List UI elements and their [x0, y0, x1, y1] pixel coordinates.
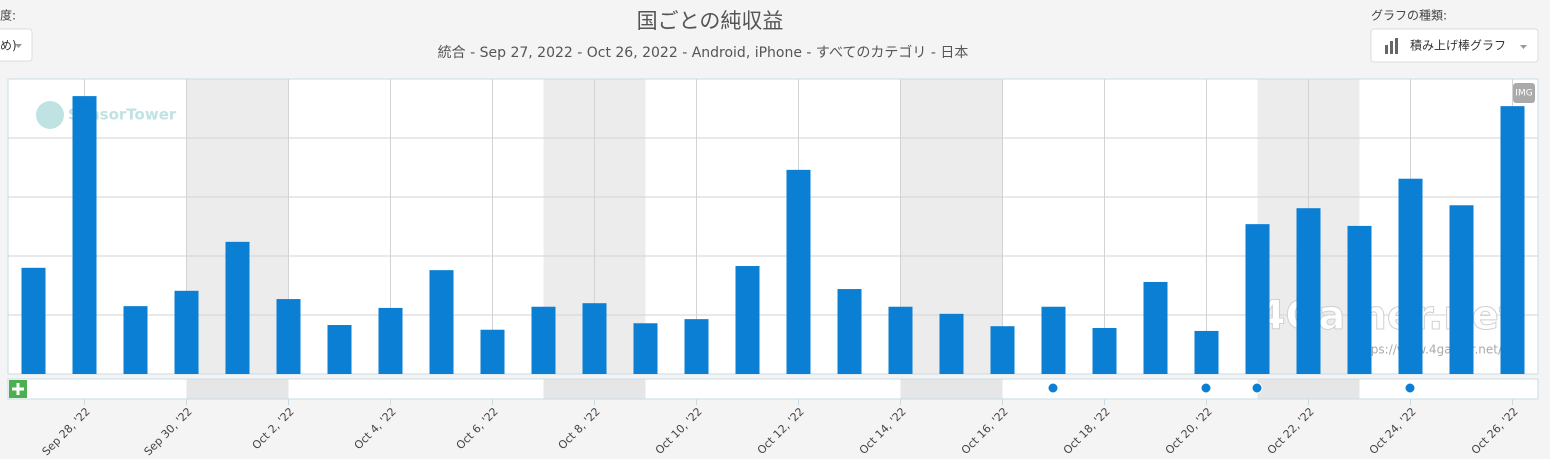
bar: [990, 326, 1015, 374]
bar: [480, 329, 505, 374]
x-tick-label: Oct 6, '22: [454, 405, 501, 452]
weekend-band: [900, 379, 1003, 399]
x-tick-label: Sep 30, '22: [142, 405, 195, 458]
export-button-text: IMG: [1515, 89, 1532, 99]
event-marker[interactable]: [1047, 382, 1059, 394]
export-button[interactable]: [1513, 83, 1535, 103]
bar: [1245, 224, 1270, 374]
bar: [1398, 178, 1423, 374]
bar: [378, 307, 403, 374]
event-markers: [1047, 382, 1416, 394]
event-marker[interactable]: [1200, 382, 1212, 394]
x-tick-label: Oct 8, '22: [556, 405, 603, 452]
event-marker[interactable]: [1404, 382, 1416, 394]
watermark: https://www.4gamer.net/: [1354, 343, 1503, 357]
x-tick-label: Oct 22, '22: [1265, 405, 1317, 457]
bar: [1041, 306, 1066, 374]
bar: [1194, 330, 1219, 374]
x-tick-label: Oct 12, '22: [755, 405, 807, 457]
bar: [684, 319, 709, 374]
bar: [531, 306, 556, 374]
plus-icon: [12, 383, 24, 395]
dropdown-arrow: [15, 44, 22, 48]
navigator: [7, 378, 1539, 400]
bar: [1347, 225, 1372, 374]
type-label: グラフの種類:: [1371, 9, 1447, 23]
bar: [429, 270, 454, 374]
watermark-logo: [36, 101, 64, 129]
x-tick-label: Oct 10, '22: [653, 405, 705, 457]
bar-icon: [1385, 38, 1398, 54]
x-tick-label: Oct 14, '22: [857, 405, 909, 457]
dropdown-arrow: [1520, 45, 1527, 49]
x-tick-label: Oct 24, '22: [1367, 405, 1419, 457]
bar: [327, 325, 352, 374]
type-select-text: 積み上げ棒グラフ: [1410, 38, 1506, 53]
navigator-background: [8, 379, 1538, 399]
bar: [633, 323, 658, 374]
bar: [735, 266, 760, 374]
chart-subtitle: 統合 - Sep 27, 2022 - Oct 26, 2022 - Andro…: [438, 44, 969, 61]
weekend-band: [186, 379, 289, 399]
bar: [582, 303, 607, 374]
x-tick-label: Oct 18, '22: [1061, 405, 1113, 457]
bar: [837, 289, 862, 374]
x-tick-label: Oct 20, '22: [1163, 405, 1215, 457]
x-tick-label: Oct 4, '22: [352, 405, 399, 452]
x-tick-label: Sep 28, '22: [40, 405, 93, 458]
x-tick-label: Oct 16, '22: [959, 405, 1011, 457]
bar: [786, 169, 811, 374]
bar: [225, 241, 250, 374]
left-label: 度:: [0, 8, 16, 23]
bar: [1296, 208, 1321, 374]
event-marker[interactable]: [1251, 382, 1263, 394]
x-tick-label: Oct 26, '22: [1469, 405, 1521, 457]
weekend-band: [1257, 379, 1360, 399]
bar: [888, 306, 913, 374]
bar: [123, 306, 148, 374]
type-select[interactable]: [1370, 28, 1539, 63]
bar: [174, 290, 199, 374]
bar: [1500, 106, 1525, 374]
bar: [1092, 327, 1117, 374]
bar: [1449, 205, 1474, 374]
bar: [72, 96, 97, 375]
weekend-band: [543, 379, 646, 399]
bar: [939, 313, 964, 374]
bar: [276, 299, 301, 374]
bar: [1143, 281, 1168, 374]
chart-title: 国ごとの純収益: [637, 9, 784, 33]
plot-frame: [7, 78, 1539, 375]
left-select-text: め): [0, 39, 17, 53]
bar: [21, 267, 46, 374]
x-tick-label: Oct 2, '22: [250, 405, 297, 452]
